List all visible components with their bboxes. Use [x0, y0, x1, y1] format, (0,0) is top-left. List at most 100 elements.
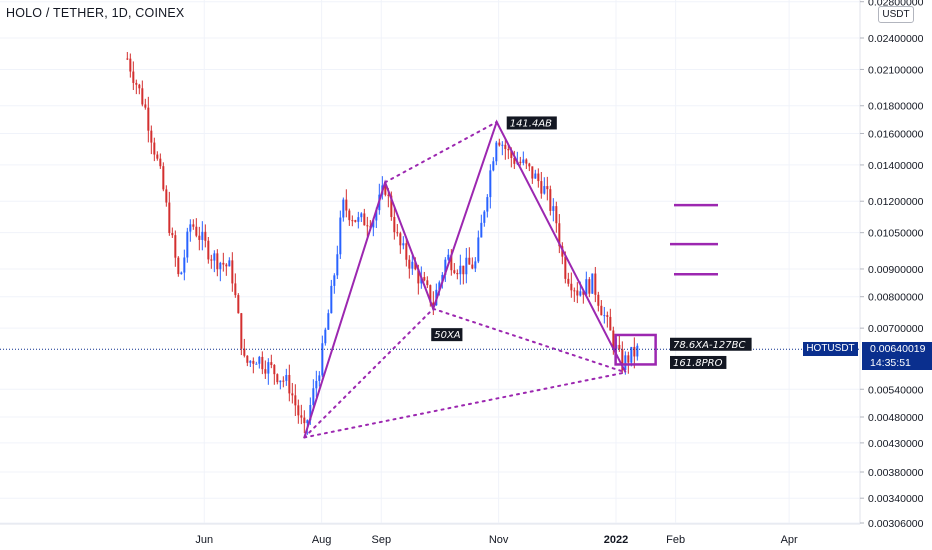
candle-body	[294, 395, 297, 406]
candle-body	[585, 279, 588, 295]
candle-body	[270, 362, 273, 365]
time-tick-label: Sep	[371, 534, 391, 546]
candle-body	[540, 181, 543, 194]
badge-xa: 50XA	[431, 328, 463, 342]
candle-body	[579, 291, 582, 296]
price-tick-label: 0.00480000	[868, 412, 924, 424]
candle-body	[468, 257, 471, 265]
candle-body	[231, 260, 234, 284]
candle-body	[576, 290, 579, 296]
candle-body	[252, 360, 255, 364]
candle-body	[204, 231, 207, 241]
candle-body	[201, 231, 204, 240]
candle-body	[354, 220, 357, 222]
candle-body	[564, 256, 567, 279]
candle-body	[405, 243, 408, 260]
badge-xa-bg	[431, 328, 463, 342]
candle-body	[264, 369, 267, 374]
time-tick-label: Feb	[666, 534, 685, 546]
candle-body	[438, 282, 441, 290]
candle-body	[165, 189, 168, 203]
chart-title: HOLO / TETHER, 1D, COINEX	[6, 6, 185, 20]
badge-pro-text: 161.8PRO	[673, 358, 723, 369]
candle-body	[525, 159, 528, 164]
candle-body	[459, 265, 462, 275]
symbol-tag: HOTUSDT	[803, 342, 858, 356]
candle-body	[423, 277, 426, 281]
candle-body	[594, 273, 597, 295]
candle-body	[276, 374, 279, 383]
candle-body	[291, 393, 294, 396]
candle-body	[390, 195, 393, 218]
price-tick-label: 0.01050000	[868, 228, 924, 240]
candle-body	[234, 283, 237, 296]
candle-body	[345, 199, 348, 211]
candle-body	[183, 257, 186, 273]
candle-body	[582, 291, 585, 295]
candle-body	[552, 206, 555, 211]
candle-body	[327, 313, 330, 330]
candle-body	[402, 243, 405, 246]
candle-body	[432, 302, 435, 306]
candle-body	[144, 104, 147, 108]
candle-body	[441, 274, 444, 283]
price-tick-label: 0.00430000	[868, 438, 924, 450]
candle-body	[546, 186, 549, 190]
price-tick-label: 0.01200000	[868, 196, 924, 208]
candle-body	[348, 210, 351, 221]
price-tick-label: 0.00800000	[868, 292, 924, 304]
candle-body	[462, 265, 465, 275]
candle-body	[507, 149, 510, 151]
candle-body	[141, 88, 144, 105]
candle-body	[129, 58, 132, 72]
candle-body	[336, 254, 339, 276]
candle-body	[126, 58, 129, 60]
candle-body	[192, 224, 195, 227]
bar-countdown: 14:35:51	[870, 357, 911, 369]
price-tick-label: 0.00900000	[868, 264, 924, 276]
candle-body	[222, 262, 225, 265]
candle-body	[237, 295, 240, 314]
candle-body	[513, 158, 516, 164]
candle-body	[198, 235, 201, 240]
candle-body	[510, 150, 513, 159]
candle-body	[453, 270, 456, 273]
candle-body	[321, 343, 324, 376]
candle-body	[624, 355, 627, 371]
candle-body	[219, 262, 222, 270]
candle-body	[444, 259, 447, 275]
candle-body	[282, 380, 285, 382]
candle-body	[597, 294, 600, 306]
candle-body	[588, 279, 591, 294]
candle-body	[216, 253, 219, 270]
candle-body	[351, 220, 354, 222]
last-price-value: 0.00640019	[870, 343, 926, 355]
candle-body	[549, 189, 552, 211]
badge-ab: 141.4AB	[506, 116, 557, 130]
price-tick-label: 0.02400000	[868, 33, 924, 45]
candle-body	[249, 360, 252, 363]
badge-pro-bg	[670, 355, 727, 369]
candle-body	[477, 237, 480, 262]
candle-body	[177, 257, 180, 275]
candle-body	[528, 163, 531, 167]
badge-xa-bc: 78.6XA-127BC	[670, 337, 752, 351]
candle-body	[339, 217, 342, 255]
candle-body	[486, 197, 489, 212]
candle-body	[171, 233, 174, 236]
candle-body	[261, 356, 264, 370]
candle-body	[174, 235, 177, 258]
candle-body	[606, 315, 609, 317]
candle-body	[225, 264, 228, 267]
price-tick-label: 0.00340000	[868, 493, 924, 505]
candle-body	[159, 158, 162, 167]
candle-body	[618, 344, 621, 350]
candle-body	[387, 194, 390, 196]
candle-body	[207, 240, 210, 260]
currency-unit-button[interactable]: USDT	[878, 6, 914, 23]
time-tick-label: Jun	[195, 534, 213, 546]
price-tick-label: 0.01800000	[868, 101, 924, 113]
badge-pro: 161.8PRO	[670, 355, 727, 369]
candle-body	[570, 283, 573, 291]
